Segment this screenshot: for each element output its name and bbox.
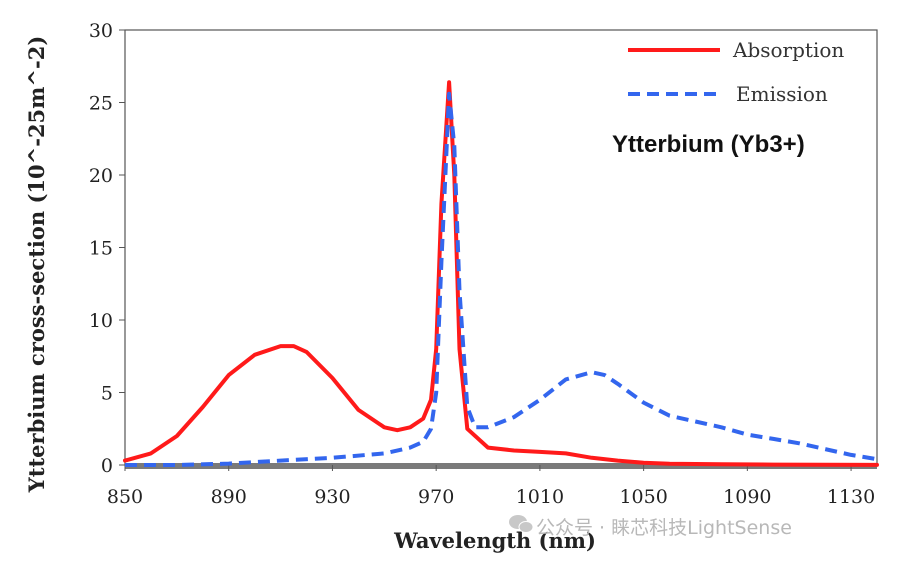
series-absorption-line (123, 80, 879, 467)
y-tick-label: 15 (89, 238, 113, 260)
y-tick-label: 0 (101, 455, 113, 477)
annotation-ytterbium: Ytterbium (Yb3+) (612, 131, 805, 158)
y-tick-label: 10 (89, 310, 113, 332)
y-axis: 0 5 10 15 20 25 30 (89, 20, 125, 477)
x-tick-label: 930 (314, 486, 350, 508)
x-axis: 850 890 930 970 1010 1050 1090 1130 (107, 465, 875, 508)
x-tick-label: 1050 (619, 486, 667, 508)
x-tick-label: 1090 (723, 486, 771, 508)
x-tick-label: 1130 (827, 486, 875, 508)
y-tick-label: 5 (101, 383, 113, 405)
y-tick-label: 30 (89, 20, 113, 42)
legend: Absorption Emission (628, 38, 844, 106)
wechat-icon (509, 515, 534, 533)
watermark: 公众号 · 睐芯科技LightSense (509, 515, 792, 539)
x-tick-label: 850 (107, 486, 143, 508)
x-axis-title: Wavelength (nm) (393, 528, 596, 553)
y-axis-title: Ytterbium cross-section (10^-25m^-2) (24, 36, 49, 494)
x-tick-label: 890 (211, 486, 247, 508)
y-tick-label: 25 (89, 93, 113, 115)
x-tick-label: 970 (418, 486, 454, 508)
legend-label-absorption: Absorption (732, 38, 844, 62)
legend-label-emission: Emission (736, 82, 828, 106)
x-tick-label: 1010 (516, 486, 564, 508)
series-layer (123, 80, 879, 467)
watermark-text: 公众号 · 睐芯科技LightSense (536, 517, 792, 539)
y-tick-label: 20 (89, 165, 113, 187)
series-emission-line (125, 91, 878, 467)
